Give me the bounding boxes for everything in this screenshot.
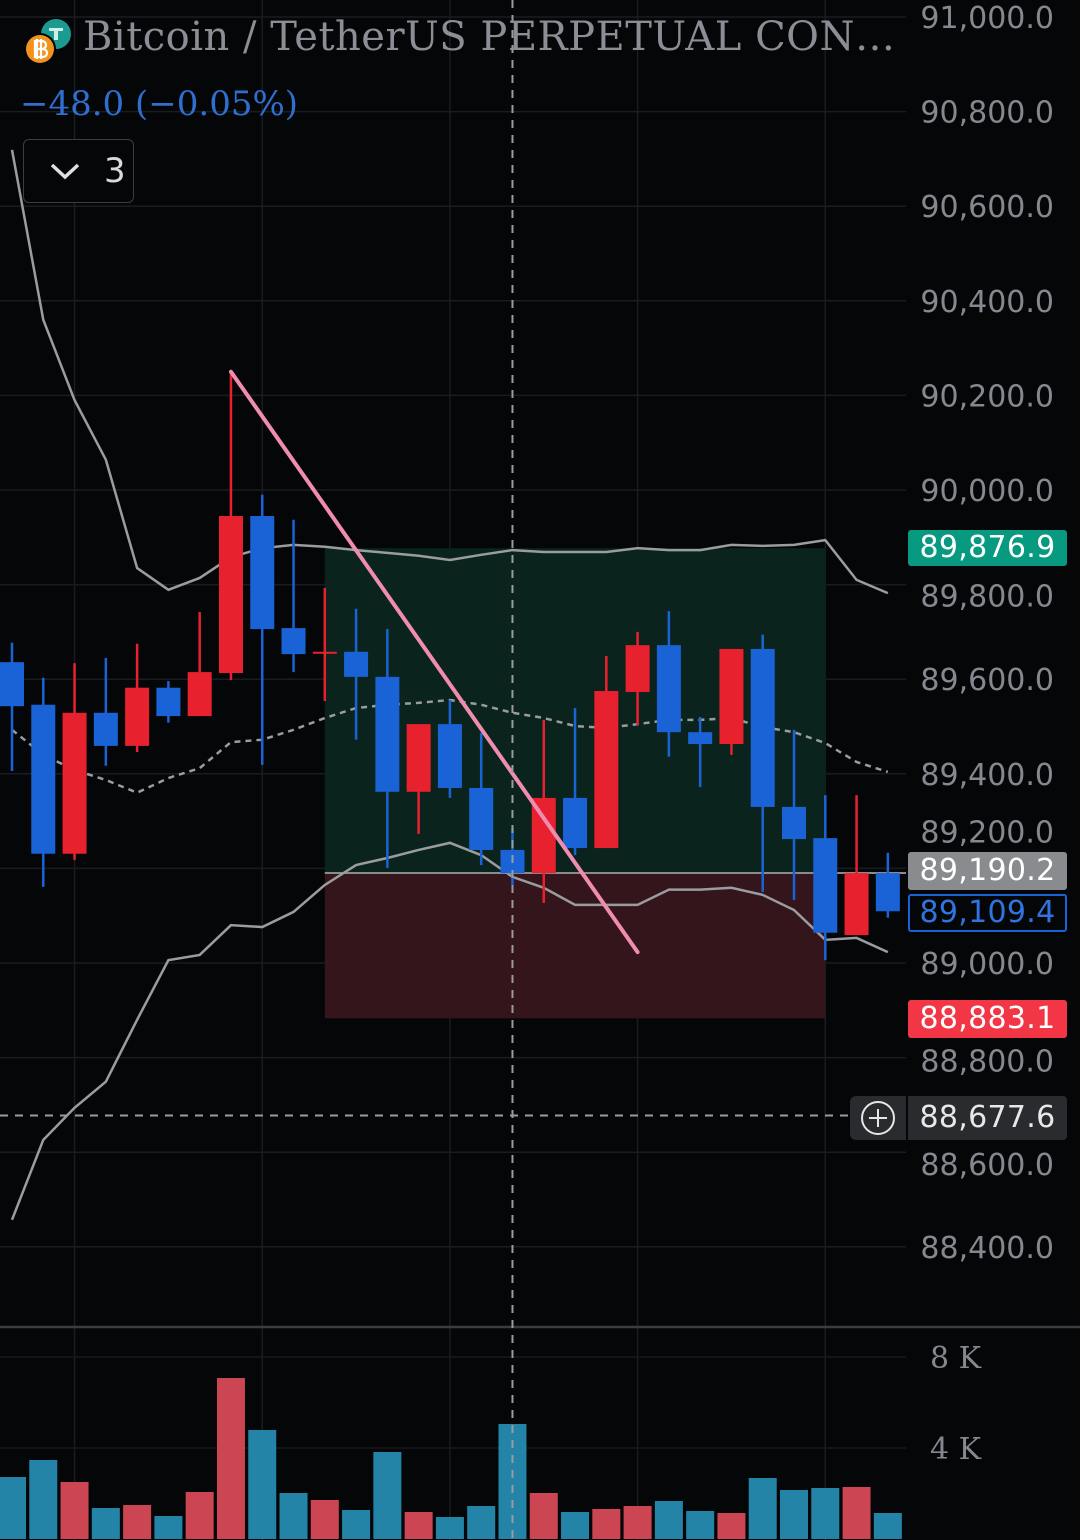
stop-loss-label: 88,883.1 [908,1000,1067,1038]
chevron-down-icon [50,163,80,180]
candle-body [844,873,869,936]
candle-body [656,645,681,733]
crosshair [0,0,850,1540]
volume-bar [123,1504,152,1539]
volume-bar [154,1515,183,1539]
volume-bar [91,1507,120,1539]
volume-bar [811,1487,840,1539]
price-tick-label: 89,800.0 [920,580,1054,615]
stop-loss-zone [324,873,826,1019]
price-tick-label: 89,000.0 [920,947,1054,982]
candle-body [782,806,806,840]
indicators-toggle-button[interactable]: 3 [23,139,134,203]
entry-price-label: 89,190.2 [908,852,1067,890]
plus-circle-icon [861,1101,895,1135]
volume-bar [404,1511,433,1539]
volume-bar [623,1505,652,1539]
take-profit-label: 89,876.9 [908,530,1067,566]
volume-bar [248,1429,277,1539]
volume-bar [561,1511,590,1539]
price-tick-label: 90,200.0 [920,379,1054,414]
volume-bar [780,1489,808,1539]
price-tick-label: 88,400.0 [920,1231,1054,1266]
volume-bar [592,1508,621,1539]
volume-bar [342,1509,371,1539]
trendline-segment [228,369,640,955]
candles [0,371,900,961]
bollinger-lower-band [10,841,889,1221]
price-axis[interactable]: 91,000.0 90,800.0 90,600.0 90,400.0 90,200.0… [920,1,1054,1467]
volume-tick-label: 4 K [930,1432,982,1467]
volume-bar [873,1512,902,1539]
price-tick-label: 88,600.0 [920,1148,1054,1183]
volume-bar [60,1481,89,1539]
trendline[interactable] [228,369,640,955]
price-tick-label: 90,400.0 [920,285,1054,320]
candle-body [31,704,56,854]
volume-bar [310,1500,339,1539]
price-tick-label: 89,400.0 [920,758,1054,793]
price-tick-label: 89,200.0 [920,815,1054,850]
symbol-title[interactable]: Bitcoin / TetherUS PERPETUAL CON… [83,14,896,60]
volume-bar [654,1501,683,1539]
price-tick-label: 90,600.0 [920,190,1054,225]
candle-body [312,651,337,654]
candle-body [594,691,619,849]
candle-body [125,687,150,746]
candle-body [406,724,431,792]
price-tick-label: 90,800.0 [920,96,1054,131]
volume-bar [529,1492,558,1539]
volume-bars [0,1377,902,1539]
candle-body [437,724,462,788]
candle-body [250,516,275,630]
price-tick-label: 88,800.0 [920,1045,1054,1080]
bollinger-upper-band [10,149,889,595]
candle-body [719,648,744,745]
volume-bar [216,1377,245,1539]
crosshair-price-label: 88,677.6 [908,1096,1067,1140]
candle-body [563,797,588,849]
candle-body [62,712,87,854]
volume-tick-label: 8 K [930,1341,982,1376]
volume-bar [842,1486,871,1539]
candle-body [531,797,556,874]
candle-body [688,732,713,745]
volume-bar [748,1478,777,1539]
candle-body [187,672,212,717]
volume-bar [29,1459,58,1539]
candle-body [156,687,181,717]
volume-bar [686,1510,715,1539]
price-tick-label: 90,000.0 [920,474,1054,509]
candle-body [469,787,494,850]
price-tick-label: 89,600.0 [920,663,1054,698]
volume-bar [0,1477,26,1539]
candle-body [875,873,900,912]
candle-body [813,838,838,933]
candle-body [344,651,369,677]
add-alert-button[interactable] [850,1096,906,1140]
price-tick-label: 91,000.0 [920,1,1054,36]
price-change: −48.0 (−0.05%) [20,84,299,124]
candle-body [0,662,24,707]
volume-bar [467,1505,496,1539]
last-price-label: 89,109.4 [908,894,1067,932]
indicator-count: 3 [104,151,126,191]
candle-body [218,516,243,674]
candle-body [281,628,306,655]
volume-bar [373,1452,402,1539]
volume-bar [717,1512,746,1539]
volume-bar [185,1491,214,1539]
volume-bar [435,1517,464,1539]
symbol-logo [24,19,71,65]
candle-body [93,712,118,746]
candle-body [625,645,650,692]
volume-bar [279,1492,308,1539]
candle-body [375,676,400,792]
candle-body [750,648,775,807]
